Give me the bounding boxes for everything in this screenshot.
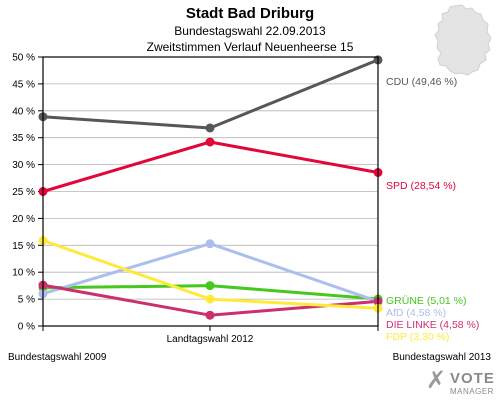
series-label-gr-ne: GRÜNE (5,01 %) (386, 295, 467, 307)
y-tick-label: 30 % (12, 160, 35, 171)
y-tick-label: 10 % (12, 268, 35, 279)
data-point-cdu (205, 123, 215, 133)
x-tick-label: Bundestagswahl 2009 (8, 352, 107, 363)
germany-map-icon (434, 4, 492, 76)
chart-title: Stadt Bad Driburg (185, 5, 315, 22)
series-line-cdu (41, 58, 380, 130)
y-tick-label: 5 % (18, 295, 35, 306)
series-label-cdu: CDU (49,46 %) (386, 76, 457, 88)
logo-text-vote: VOTE (450, 370, 495, 387)
series-label-spd: SPD (28,54 %) (386, 180, 456, 192)
y-tick-label: 15 % (12, 241, 35, 252)
y-tick-label: 50 % (12, 53, 35, 64)
data-point-gr-ne (205, 281, 215, 291)
data-point-afd (205, 239, 215, 249)
series-label-fdp: FDP (3,30 %) (386, 331, 449, 343)
vote-manager-mark-icon: ✗ (426, 367, 447, 394)
data-point-spd (205, 137, 215, 147)
data-point-fdp (205, 294, 215, 304)
y-tick-label: 0 % (18, 322, 35, 333)
plot-frame (42, 56, 379, 327)
x-axis: Bundestagswahl 2009 Landtagswahl 2012 Bund… (8, 326, 491, 363)
x-tick-label: Landtagswahl 2012 (167, 334, 254, 345)
gridlines (43, 83, 378, 300)
y-tick-label: 40 % (12, 106, 35, 117)
y-tick-label: 35 % (12, 133, 35, 144)
series-lines: CDU (49,46 %) SPD (28,54 %) GRÜNE (5,01 %)… (38, 55, 479, 343)
series-label-die-linke: DIE LINKE (4,58 %) (386, 319, 479, 331)
y-tick-label: 25 % (12, 187, 35, 198)
y-tick-label: 20 % (12, 214, 35, 225)
chart-subtitle-election: Bundestagswahl 22.09.2013 (174, 24, 326, 38)
x-tick-label: Bundestagswahl 2013 (393, 352, 492, 363)
logo-text-manager: MANAGER (450, 387, 494, 396)
vote-manager-logo: ✗ VOTE MANAGER (426, 366, 498, 398)
y-tick-label: 45 % (12, 79, 35, 90)
series-line-spd (41, 140, 380, 193)
data-point-die-linke (205, 310, 215, 320)
series-label-afd: AfD (4,58 %) (386, 307, 446, 319)
y-axis: 0 % 5 % 10 % 15 % 20 % 25 % 30 % 35 % 40 % 45 % 50… (12, 53, 43, 333)
chart-subtitle-district: Zweitstimmen Verlauf Neuenheerse 15 (146, 40, 354, 54)
